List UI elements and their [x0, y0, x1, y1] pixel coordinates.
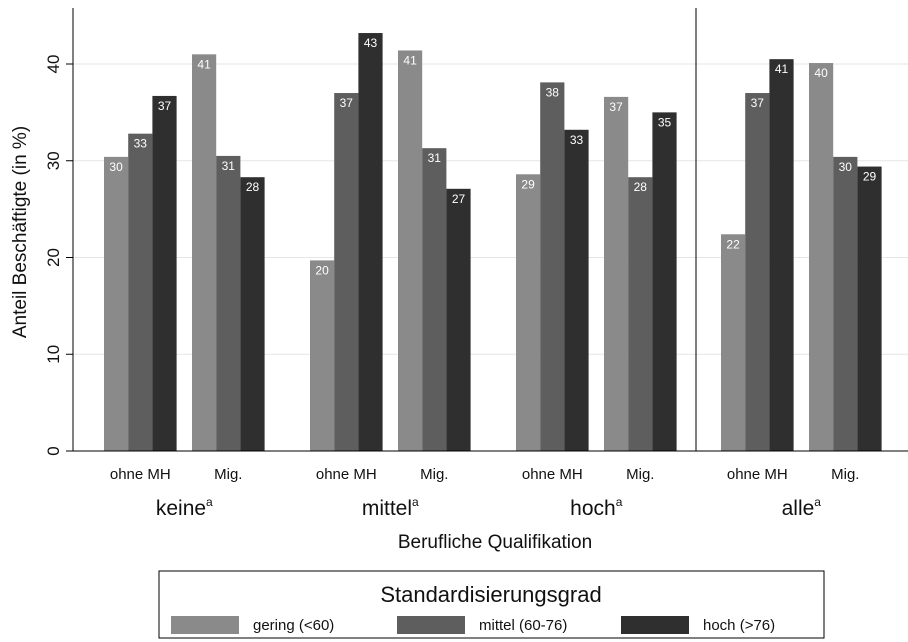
- subgroup-label: Mig.: [420, 466, 448, 483]
- bar: [721, 234, 746, 451]
- subgroup-label: Mig.: [831, 466, 859, 483]
- bar-value-label: 43: [364, 36, 378, 50]
- bar-value-label: 22: [726, 237, 740, 251]
- legend-swatch: [621, 616, 689, 634]
- legend-box: [158, 570, 825, 639]
- bar-value-label: 29: [863, 170, 877, 184]
- bar-value-label: 20: [315, 263, 329, 277]
- bar: [104, 156, 129, 451]
- bars: 30 33 37 41 31 28 20 37 43 41 31 27 29 38 33 37 28 35 22 37…: [104, 33, 882, 452]
- bar: [745, 93, 770, 452]
- subgroup-label: ohne MH: [316, 466, 377, 483]
- legend-swatch: [171, 616, 239, 634]
- group-label-text: keine: [156, 497, 206, 520]
- bar-value-label: 29: [521, 177, 535, 191]
- y-tick-label: 30: [44, 151, 63, 170]
- group-label-superscript: a: [412, 495, 419, 509]
- legend-label: mittel (60-76): [479, 617, 567, 634]
- bar-value-label: 41: [403, 53, 417, 67]
- bar-value-label: 37: [158, 99, 172, 113]
- legend-swatch: [397, 616, 465, 634]
- group-label: hocha: [570, 495, 623, 520]
- bar-value-label: 27: [452, 192, 466, 206]
- bar: [652, 112, 677, 451]
- bar-value-label: 37: [751, 96, 765, 110]
- x-axis-title: Berufliche Qualifikation: [398, 532, 592, 553]
- group-label: allea: [782, 495, 822, 520]
- bar-value-label: 28: [246, 180, 260, 194]
- bar: [809, 63, 834, 451]
- bar: [216, 155, 241, 451]
- legend: Standardisierungsgrad gering (<60) mittel…: [158, 570, 825, 639]
- y-tick-label: 0: [44, 446, 63, 455]
- bar: [857, 166, 882, 451]
- bar-value-label: 41: [197, 57, 211, 71]
- bar-value-label: 31: [222, 159, 236, 173]
- bar: [833, 156, 858, 451]
- bar-value-label: 41: [775, 62, 789, 76]
- bar: [398, 50, 423, 452]
- bar: [446, 188, 471, 451]
- bar-value-label: 35: [658, 115, 672, 129]
- bar: [240, 177, 265, 451]
- y-tick-label: 20: [44, 248, 63, 267]
- group-label-superscript: a: [206, 495, 213, 509]
- bar: [564, 129, 589, 452]
- bar-value-label: 37: [340, 96, 354, 110]
- bar: [516, 174, 541, 452]
- bar: [192, 54, 217, 451]
- bar: [358, 33, 383, 451]
- legend-title: Standardisierungsgrad: [380, 582, 601, 607]
- group-label-superscript: a: [616, 495, 623, 509]
- bar: [422, 148, 447, 452]
- bar-value-label: 37: [609, 100, 623, 114]
- bar: [540, 82, 565, 451]
- bar: [128, 133, 153, 451]
- y-axis-title: Anteil Beschäftigte (in %): [10, 126, 31, 338]
- bar-value-label: 33: [570, 133, 584, 147]
- bar-value-label: 28: [634, 180, 648, 194]
- bar: [769, 59, 794, 451]
- subgroup-label: Mig.: [626, 466, 654, 483]
- bar: [310, 260, 335, 451]
- bar: [152, 95, 177, 452]
- subgroup-label: ohne MH: [727, 466, 788, 483]
- bar-value-label: 38: [546, 85, 560, 99]
- subgroup-label: ohne MH: [522, 466, 583, 483]
- group-label-superscript: a: [814, 495, 821, 509]
- bar-value-label: 30: [839, 160, 853, 174]
- bar: [604, 96, 629, 452]
- y-tick-label: 10: [44, 345, 63, 364]
- axes: 0 10 20 30 40: [44, 8, 908, 456]
- legend-label: hoch (>76): [703, 617, 775, 634]
- group-label-text: hoch: [570, 497, 616, 520]
- group-label-text: alle: [782, 497, 815, 520]
- bar-value-label: 33: [134, 137, 148, 151]
- bar: [628, 177, 653, 451]
- bar-value-label: 30: [109, 160, 123, 174]
- subgroup-label: ohne MH: [110, 466, 171, 483]
- bar-value-label: 31: [428, 151, 442, 165]
- y-tick-label: 40: [44, 55, 63, 74]
- group-label-text: mittel: [362, 497, 412, 520]
- bar-value-label: 40: [814, 66, 828, 80]
- group-label: keinea: [156, 495, 213, 520]
- group-label: mittela: [362, 495, 419, 520]
- legend-label: gering (<60): [253, 617, 334, 634]
- subgroup-label: Mig.: [214, 466, 242, 483]
- bar: [334, 93, 359, 452]
